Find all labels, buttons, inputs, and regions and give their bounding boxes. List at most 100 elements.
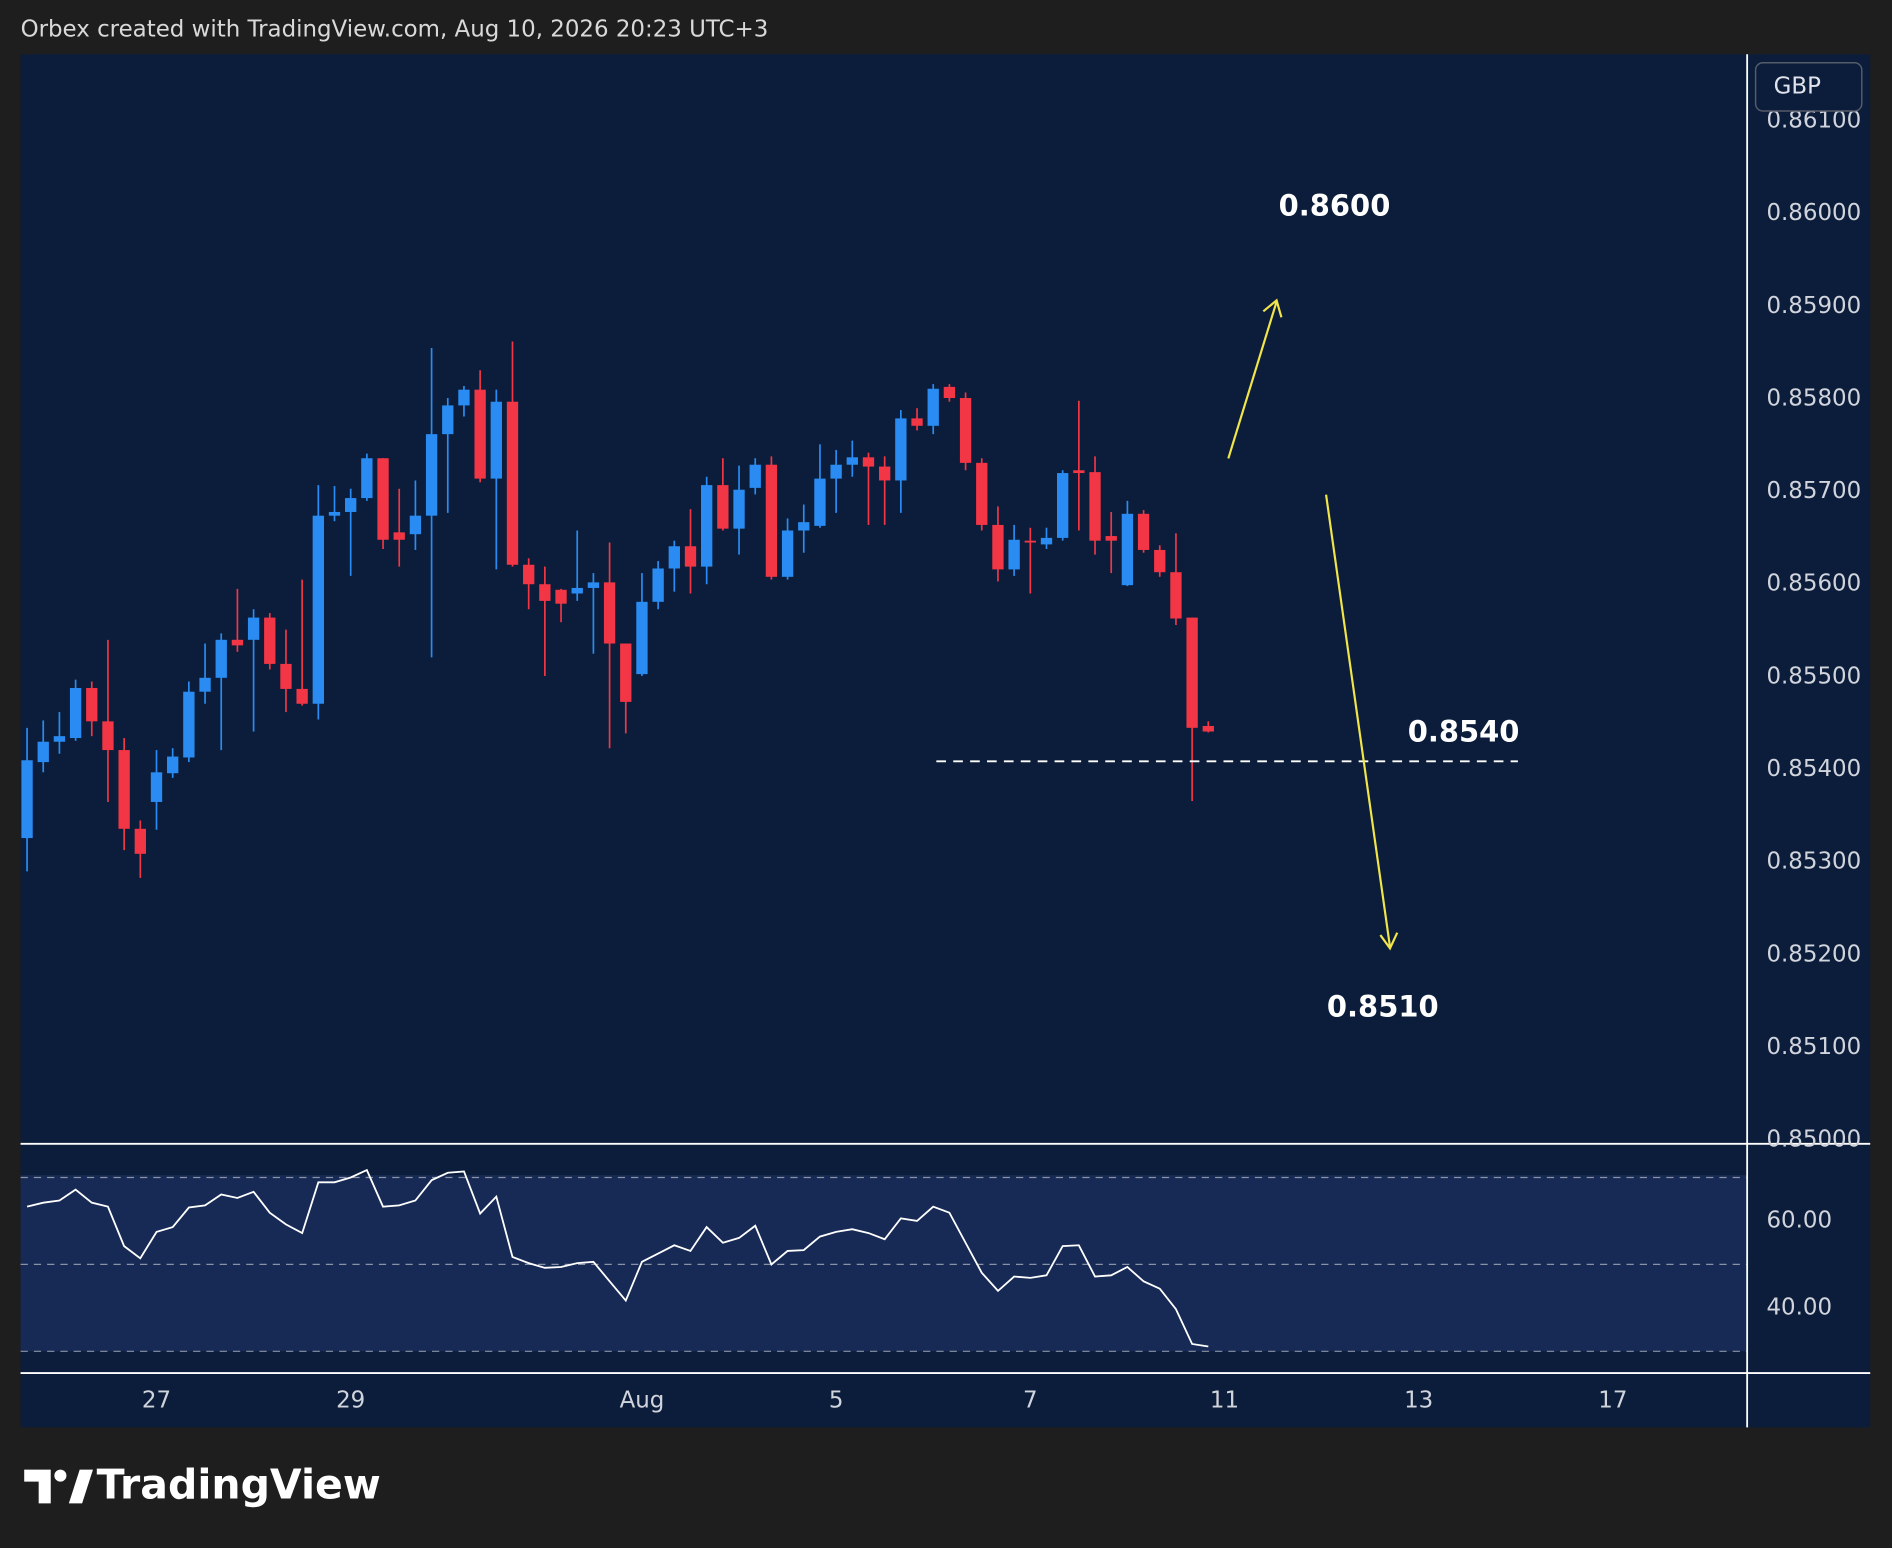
candle-body: [781, 530, 794, 577]
candle-body: [506, 401, 519, 565]
candle-body: [1105, 536, 1117, 541]
candle-body: [490, 401, 502, 479]
currency-button[interactable]: [1754, 62, 1863, 112]
currency-box[interactable]: GBP: [1754, 62, 1863, 112]
candle-body: [1040, 537, 1053, 545]
candle-body: [231, 639, 244, 646]
candle-body: [247, 617, 260, 640]
logo-icon: [24, 1469, 51, 1504]
candle-body: [943, 386, 956, 399]
candle-body: [830, 464, 842, 479]
candle-body: [862, 457, 875, 467]
candle-body: [555, 589, 567, 604]
candle-body: [992, 524, 1004, 570]
candle-body: [798, 522, 810, 531]
candle-body: [312, 515, 324, 704]
candle-body: [1008, 539, 1020, 570]
candle-body: [409, 515, 422, 535]
x-tick-label: 7: [1023, 1387, 1038, 1413]
chart-layer: 27 29 Aug 5 7 11 13 17 60.00 40.00: [20, 341, 1832, 1413]
candle-body: [668, 546, 680, 569]
arrows: [1227, 298, 1399, 951]
tradingview-logo: TradingView: [24, 1461, 381, 1509]
candle-body: [765, 464, 778, 577]
candle-body: [53, 736, 66, 742]
candle-body: [1121, 513, 1134, 586]
y-tick-label: 60.00: [1766, 1207, 1832, 1233]
candle-body: [927, 388, 939, 426]
rsi-band: [20, 1175, 1748, 1352]
candle-body: [1089, 472, 1101, 541]
candle-body: [717, 485, 729, 529]
logo-icon: [68, 1469, 93, 1504]
x-tick-label: 5: [829, 1387, 844, 1413]
candle-body: [1186, 617, 1198, 728]
candle-body: [814, 478, 826, 526]
candle-body: [1202, 725, 1214, 732]
candle-body: [1073, 470, 1085, 474]
candle-body: [879, 466, 891, 481]
candle-body: [895, 418, 907, 481]
candle-body: [1057, 473, 1069, 538]
y-tick-label: 0.85000: [1766, 1127, 1861, 1153]
candle-body: [134, 828, 146, 854]
candle-body: [37, 741, 49, 763]
annotation: 0.8510: [1327, 990, 1439, 1024]
candle-body: [183, 691, 195, 758]
candle-body: [21, 760, 33, 839]
candle-body: [1154, 549, 1166, 573]
x-tick-label: 29: [336, 1387, 365, 1413]
candle-body: [603, 582, 616, 644]
candle-body: [652, 568, 664, 602]
x-tick-label: Aug: [620, 1387, 665, 1413]
candle-body: [69, 687, 82, 739]
y-tick-label: 0.85200: [1766, 941, 1861, 967]
candle-body: [684, 546, 697, 567]
candle-body: [280, 663, 292, 689]
candle-body: [361, 458, 373, 499]
candle-body: [1137, 513, 1150, 550]
candle-body: [959, 398, 972, 463]
y-tick-label: 0.85500: [1766, 663, 1861, 689]
candle-body: [215, 639, 227, 678]
candle-body: [976, 462, 988, 525]
candle-body: [620, 643, 632, 702]
candle-body: [701, 485, 713, 567]
x-tick-label: 17: [1598, 1387, 1627, 1413]
arrow-head: [1262, 298, 1283, 318]
logo-icon: [54, 1469, 67, 1482]
logo-text: TradingView: [97, 1461, 381, 1509]
y-tick-label: 0.85800: [1766, 385, 1861, 411]
annotations: 0.8600 0.8540 0.8510: [1279, 189, 1520, 1024]
x-tick-label: 13: [1404, 1387, 1433, 1413]
candle-body: [1024, 540, 1036, 543]
candle-body: [587, 582, 600, 588]
header-text: Orbex created with TradingView.com, Aug …: [21, 17, 769, 43]
annotation: 0.8540: [1408, 715, 1520, 749]
candle-body: [846, 457, 858, 465]
annotation: 0.8600: [1279, 189, 1391, 223]
x-tick-label: 11: [1210, 1387, 1239, 1413]
candle-body: [539, 584, 551, 601]
y-tick-label: 0.85400: [1766, 756, 1861, 782]
candle-body: [911, 418, 923, 426]
candle-body: [393, 532, 405, 540]
candle-body: [264, 617, 276, 664]
y-tick-label: 0.85300: [1766, 849, 1861, 875]
candle-body: [636, 601, 648, 675]
candle-body: [377, 458, 389, 540]
candle-body: [749, 464, 761, 488]
rsi-line: [26, 1168, 1209, 1348]
y-tick-label: 0.86000: [1766, 200, 1861, 226]
candle-body: [150, 772, 163, 802]
up-arrow: [1227, 301, 1278, 459]
candle-body: [199, 677, 211, 692]
candle-body: [1170, 572, 1182, 619]
down-arrow: [1324, 494, 1392, 948]
candle-body: [523, 564, 535, 585]
candle-body: [296, 688, 308, 704]
candle-body: [733, 489, 745, 529]
y-tick-label: 0.85600: [1766, 571, 1861, 597]
